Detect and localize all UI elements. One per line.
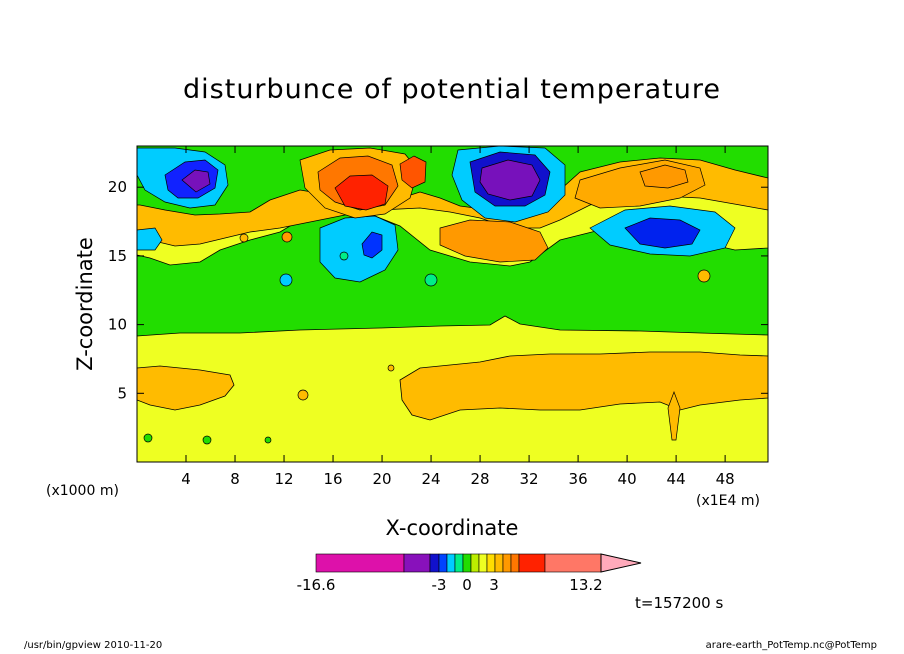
- x-axis-title: X-coordinate: [385, 516, 519, 540]
- colorbar-swatch: [454, 553, 464, 573]
- dot-green: [143, 433, 153, 443]
- y-tick-label: 20: [108, 178, 127, 196]
- colorbar-swatch: [486, 553, 496, 573]
- colorbar-label: 0: [462, 576, 472, 594]
- colorbar-swatch: [494, 553, 504, 573]
- x-tick-label: 28: [471, 470, 490, 488]
- x-tick-label: 20: [373, 470, 392, 488]
- dot-green: [264, 436, 272, 444]
- blob-cyan-edge: [137, 227, 163, 251]
- blob-warm-core-2: [399, 155, 427, 189]
- x-tick-label: 8: [230, 470, 240, 488]
- field-group: [137, 146, 768, 462]
- colorbar-swatch: [478, 553, 488, 573]
- blob-orange-right-3: [639, 164, 689, 189]
- y-tick-label: 10: [108, 316, 127, 334]
- y-tick-label: 5: [117, 384, 127, 402]
- spike-contour: [667, 391, 681, 441]
- field-lower-warm-1: [137, 365, 235, 411]
- dot-orange: [281, 231, 293, 243]
- colorbar-swatch: [544, 553, 602, 573]
- dot-orange: [297, 389, 309, 401]
- time-label: t=157200 s: [635, 594, 724, 612]
- plot-frame: [136, 145, 769, 463]
- x-tick-label: 44: [667, 470, 686, 488]
- footer-right: arare-earth_PotTemp.nc@PotTemp: [705, 640, 877, 651]
- x-tick-label: 36: [569, 470, 588, 488]
- colorbar: -16.6 -3 0 3 13.2: [297, 553, 642, 594]
- dot-cyan: [339, 251, 349, 261]
- colorbar-swatch: [429, 553, 440, 573]
- dot-orange: [387, 364, 395, 372]
- blob-warm-core: [334, 174, 389, 211]
- blob-purple-right: [479, 159, 541, 201]
- x-unit-label: (x1000 m): [46, 483, 119, 499]
- colorbar-swatch: [446, 553, 456, 573]
- colorbar-swatch: [462, 553, 472, 573]
- x-tick-label: 16: [323, 470, 342, 488]
- colorbar-swatch: [403, 553, 431, 573]
- dot-orange: [697, 269, 711, 283]
- dot-green: [424, 273, 438, 287]
- dot-cyan: [279, 273, 293, 287]
- colorbar-swatch: [315, 553, 405, 573]
- colorbar-swatch: [518, 553, 546, 573]
- colorbar-label: -16.6: [297, 576, 336, 594]
- blob-blue-far-right: [624, 217, 701, 249]
- colorbar-label: 13.2: [569, 576, 602, 594]
- colorbar-swatch: [502, 553, 512, 573]
- y-axis-title: Z-coordinate: [73, 237, 97, 371]
- footer-left: /usr/bin/gpview 2010-11-20: [24, 640, 163, 651]
- x-tick-label: 4: [181, 470, 191, 488]
- blob-purple-left: [181, 169, 211, 193]
- chart-title: disturbunce of potential temperature: [183, 74, 721, 105]
- blob-blue-mid: [361, 231, 383, 259]
- blob-orange-right-1: [439, 219, 549, 263]
- colorbar-arrow: [600, 553, 642, 573]
- colorbar-label: -3: [432, 576, 447, 594]
- colorbar-label: 3: [489, 576, 499, 594]
- x-tick-label: 12: [274, 470, 293, 488]
- x-tick-label: 32: [520, 470, 539, 488]
- x-tick-label: 24: [422, 470, 441, 488]
- x-tick-label: 40: [618, 470, 637, 488]
- dot-orange: [239, 233, 249, 243]
- colorbar-swatch: [510, 553, 520, 573]
- colorbar-swatch: [470, 553, 480, 573]
- y-tick-label: 15: [108, 247, 127, 265]
- dot-green: [202, 435, 212, 445]
- x-tick-label: 48: [716, 470, 735, 488]
- colorbar-swatch: [438, 553, 448, 573]
- x-scale-label: (x1E4 m): [696, 493, 760, 509]
- field-top-green: [137, 146, 768, 216]
